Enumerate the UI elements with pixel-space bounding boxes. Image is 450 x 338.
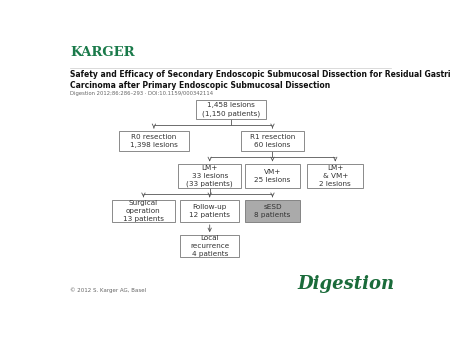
Text: © 2012 S. Karger AG, Basel: © 2012 S. Karger AG, Basel <box>70 287 146 293</box>
FancyBboxPatch shape <box>307 164 363 188</box>
Text: KARGER: KARGER <box>70 46 135 59</box>
FancyBboxPatch shape <box>178 164 241 188</box>
Text: R0 resection
1,398 lesions: R0 resection 1,398 lesions <box>130 134 178 148</box>
FancyBboxPatch shape <box>112 200 175 222</box>
FancyBboxPatch shape <box>180 235 239 257</box>
Text: VM+
25 lesions: VM+ 25 lesions <box>254 169 291 183</box>
Text: Digestion 2012;86:286–293 · DOI:10.1159/000342114: Digestion 2012;86:286–293 · DOI:10.1159/… <box>70 91 213 96</box>
FancyBboxPatch shape <box>119 131 189 150</box>
Text: Follow-up
12 patients: Follow-up 12 patients <box>189 204 230 218</box>
Text: 1,458 lesions
(1,150 patients): 1,458 lesions (1,150 patients) <box>202 102 260 117</box>
FancyBboxPatch shape <box>245 200 301 222</box>
FancyBboxPatch shape <box>241 131 304 150</box>
Text: Digestion: Digestion <box>297 275 395 293</box>
Text: Surgical
operation
13 patients: Surgical operation 13 patients <box>123 200 164 222</box>
Text: LM+
& VM+
2 lesions: LM+ & VM+ 2 lesions <box>320 165 351 187</box>
Text: Local
recurrence
4 patients: Local recurrence 4 patients <box>190 235 230 257</box>
Text: Carcinoma after Primary Endoscopic Submucosal Dissection: Carcinoma after Primary Endoscopic Submu… <box>70 81 330 90</box>
FancyBboxPatch shape <box>196 100 266 119</box>
FancyBboxPatch shape <box>245 164 301 188</box>
Text: sESD
8 patients: sESD 8 patients <box>254 204 291 218</box>
FancyBboxPatch shape <box>180 200 239 222</box>
Text: LM+
33 lesions
(33 patients): LM+ 33 lesions (33 patients) <box>186 165 233 187</box>
Text: Safety and Efficacy of Secondary Endoscopic Submucosal Dissection for Residual G: Safety and Efficacy of Secondary Endosco… <box>70 71 450 79</box>
Text: R1 resection
60 lesions: R1 resection 60 lesions <box>250 134 295 148</box>
